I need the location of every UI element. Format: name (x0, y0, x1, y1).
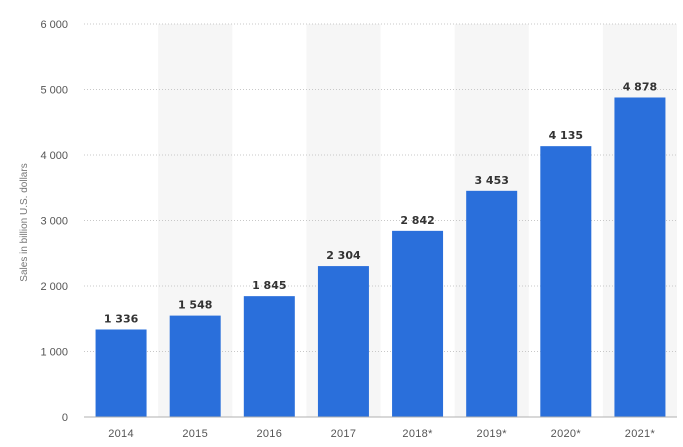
y-tick-label: 0 (62, 412, 68, 424)
y-axis-ticks: 0 1 000 2 000 3 000 4 000 5 000 6 000 (40, 19, 68, 424)
y-tick-label: 4 000 (40, 150, 68, 162)
data-label: 2 304 (326, 249, 361, 262)
y-tick-label: 3 000 (40, 216, 68, 228)
data-label: 4 878 (623, 80, 657, 93)
value-labels: 1 336 1 548 1 845 2 304 2 842 3 453 4 135 4 878 (104, 80, 657, 325)
x-axis-ticks: 2014 2015 2016 2017 2018* 2019* 2020* 2021* (108, 428, 655, 440)
x-tick-label: 2015 (182, 428, 208, 440)
bar (614, 97, 666, 417)
y-tick-label: 1 000 (40, 347, 68, 359)
y-tick-label: 2 000 (40, 281, 68, 293)
bar (466, 190, 518, 417)
data-label: 4 135 (549, 129, 583, 142)
x-tick-label: 2018* (402, 428, 433, 440)
data-label: 1 336 (104, 312, 139, 325)
y-tick-label: 6 000 (40, 19, 68, 31)
y-tick-label: 5 000 (40, 85, 68, 97)
data-label: 3 453 (474, 174, 508, 187)
data-label: 1 845 (252, 279, 286, 292)
x-tick-label: 2014 (108, 428, 134, 440)
x-tick-label: 2021* (625, 428, 656, 440)
bar (95, 329, 147, 417)
bar (540, 146, 592, 417)
data-label: 2 842 (400, 214, 434, 227)
bars (95, 97, 666, 417)
data-label: 1 548 (178, 299, 212, 312)
bar (169, 315, 221, 417)
y-axis-title: Sales in billion U.S. dollars (19, 163, 30, 281)
bar (243, 296, 295, 417)
x-tick-label: 2019* (477, 428, 508, 440)
x-tick-label: 2020* (551, 428, 582, 440)
bar (317, 266, 369, 417)
bar (392, 230, 444, 417)
x-tick-label: 2017 (331, 428, 357, 440)
x-tick-label: 2016 (256, 428, 282, 440)
